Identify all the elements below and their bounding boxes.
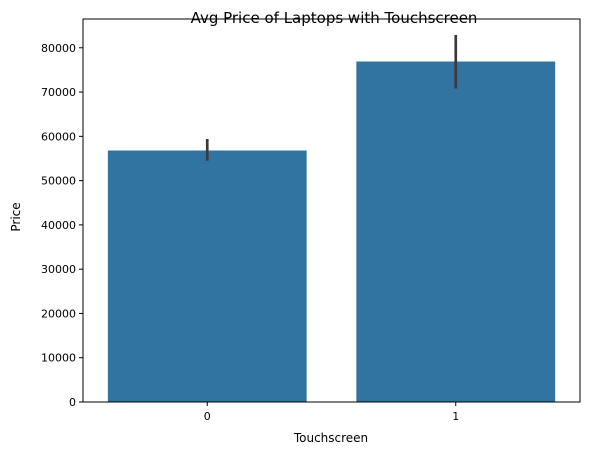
bars-layer — [108, 62, 555, 402]
y-tick-label-40000: 40000 — [41, 219, 76, 232]
y-tick-label-10000: 10000 — [41, 352, 76, 365]
bar-1 — [356, 62, 555, 402]
y-tick-label-60000: 60000 — [41, 130, 76, 143]
y-tick-label-80000: 80000 — [41, 42, 76, 55]
chart-title: Avg Price of Laptops with Touchscreen — [191, 9, 478, 27]
y-tick-label-0: 0 — [69, 396, 76, 409]
x-axis-label: Touchscreen — [293, 431, 368, 445]
y-tick-label-70000: 70000 — [41, 86, 76, 99]
x-tick-label-1: 1 — [452, 410, 459, 423]
y-tick-label-20000: 20000 — [41, 307, 76, 320]
bar-0 — [108, 151, 307, 403]
y-tick-label-30000: 30000 — [41, 263, 76, 276]
x-tick-label-0: 0 — [204, 410, 211, 423]
y-axis-label: Price — [9, 202, 23, 231]
y-tick-label-50000: 50000 — [41, 175, 76, 188]
